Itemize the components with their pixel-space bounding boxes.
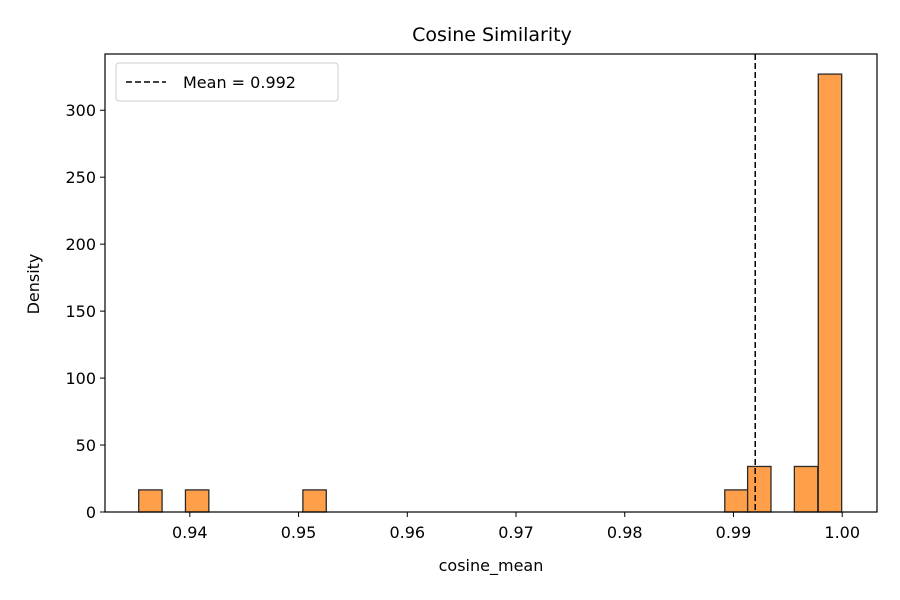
y-tick-label: 200 — [65, 235, 96, 254]
histogram-bar — [138, 489, 163, 513]
histogram-bar — [724, 489, 749, 513]
y-axis-label: Density — [24, 254, 43, 315]
x-tick-label: 1.00 — [824, 523, 860, 542]
y-tick-label: 50 — [76, 436, 96, 455]
histogram-bar — [817, 73, 843, 513]
chart-title: Cosine Similarity — [412, 24, 572, 46]
y-tick-label: 100 — [65, 369, 96, 388]
x-tick-label: 0.99 — [716, 523, 752, 542]
legend-label-mean: Mean = 0.992 — [183, 73, 296, 92]
histogram-bar — [184, 489, 210, 513]
histogram-bar — [746, 465, 772, 513]
legend-box — [115, 62, 339, 102]
x-tick-label: 0.94 — [172, 523, 208, 542]
x-tick-label: 0.98 — [607, 523, 643, 542]
y-tick-label: 150 — [65, 302, 96, 321]
histogram-bar — [793, 465, 819, 513]
x-tick-label: 0.95 — [281, 523, 317, 542]
plot-frame — [104, 53, 878, 513]
x-axis-label: cosine_mean — [439, 556, 544, 576]
x-axis: 0.94 0.95 0.96 0.97 0.98 0.99 1.00 — [172, 512, 860, 542]
y-tick-label: 300 — [65, 101, 96, 120]
y-tick-label: 0 — [86, 503, 96, 522]
histogram-bar — [302, 489, 327, 513]
x-tick-label: 0.97 — [498, 523, 534, 542]
y-axis: 0 50 100 150 200 250 300 — [65, 101, 105, 522]
x-tick-label: 0.96 — [389, 523, 425, 542]
y-tick-label: 250 — [65, 168, 96, 187]
legend: Mean = 0.992 — [115, 62, 339, 102]
bars-group — [138, 73, 843, 513]
